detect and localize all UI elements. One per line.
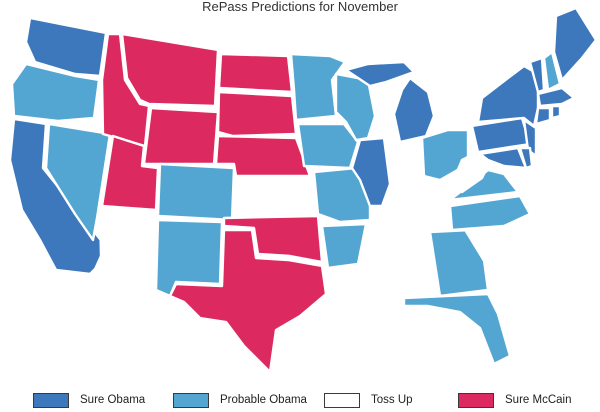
state-utah [100, 134, 160, 212]
state-north-carolina [448, 194, 532, 232]
legend-label: Sure Obama [80, 394, 146, 406]
state-mississippi [360, 232, 394, 300]
state-colorado [156, 162, 236, 222]
state-oklahoma [222, 214, 324, 264]
state-montana [120, 32, 220, 108]
state-indiana [390, 144, 422, 194]
state-michigan [392, 76, 436, 144]
legend-swatch [173, 393, 209, 408]
state-north-dakota [217, 52, 294, 94]
state-south-dakota [216, 90, 298, 138]
state-alabama [394, 230, 438, 298]
state-washington [24, 16, 108, 78]
legend-swatch [324, 393, 360, 408]
us-map [8, 6, 598, 374]
state-illinois [350, 136, 392, 208]
state-nebraska [214, 134, 312, 178]
state-georgia [428, 228, 490, 298]
state-delaware [518, 146, 534, 170]
state-michigan-upper [344, 60, 416, 88]
state-rhode-island [550, 104, 562, 120]
state-texas [168, 228, 328, 374]
state-idaho [100, 32, 151, 148]
legend-swatch [33, 393, 69, 408]
legend-label: Probable Obama [220, 394, 307, 406]
state-maryland [478, 146, 528, 170]
legend-label: Toss Up [371, 394, 413, 406]
state-new-hampshire [542, 50, 562, 92]
map-legend: Sure Obama Probable Obama Toss Up Sure M… [0, 393, 600, 411]
state-wyoming [142, 106, 220, 166]
legend-label: Sure McCain [505, 394, 572, 406]
state-kansas [232, 178, 318, 216]
map-title: RePass Predictions for November [202, 0, 398, 14]
state-oregon [10, 62, 101, 123]
state-minnesota [289, 52, 347, 122]
legend-swatch [458, 393, 494, 408]
state-maine [552, 6, 598, 82]
state-connecticut [534, 106, 552, 126]
state-arkansas [320, 222, 368, 270]
state-new-york [476, 64, 540, 128]
state-california [8, 117, 106, 276]
state-iowa [296, 122, 360, 170]
state-vermont [528, 56, 546, 94]
state-florida [402, 292, 512, 366]
state-new-mexico [154, 218, 224, 298]
state-arizona [90, 208, 158, 290]
state-massachusetts [536, 86, 576, 108]
state-west-virginia [450, 152, 492, 194]
